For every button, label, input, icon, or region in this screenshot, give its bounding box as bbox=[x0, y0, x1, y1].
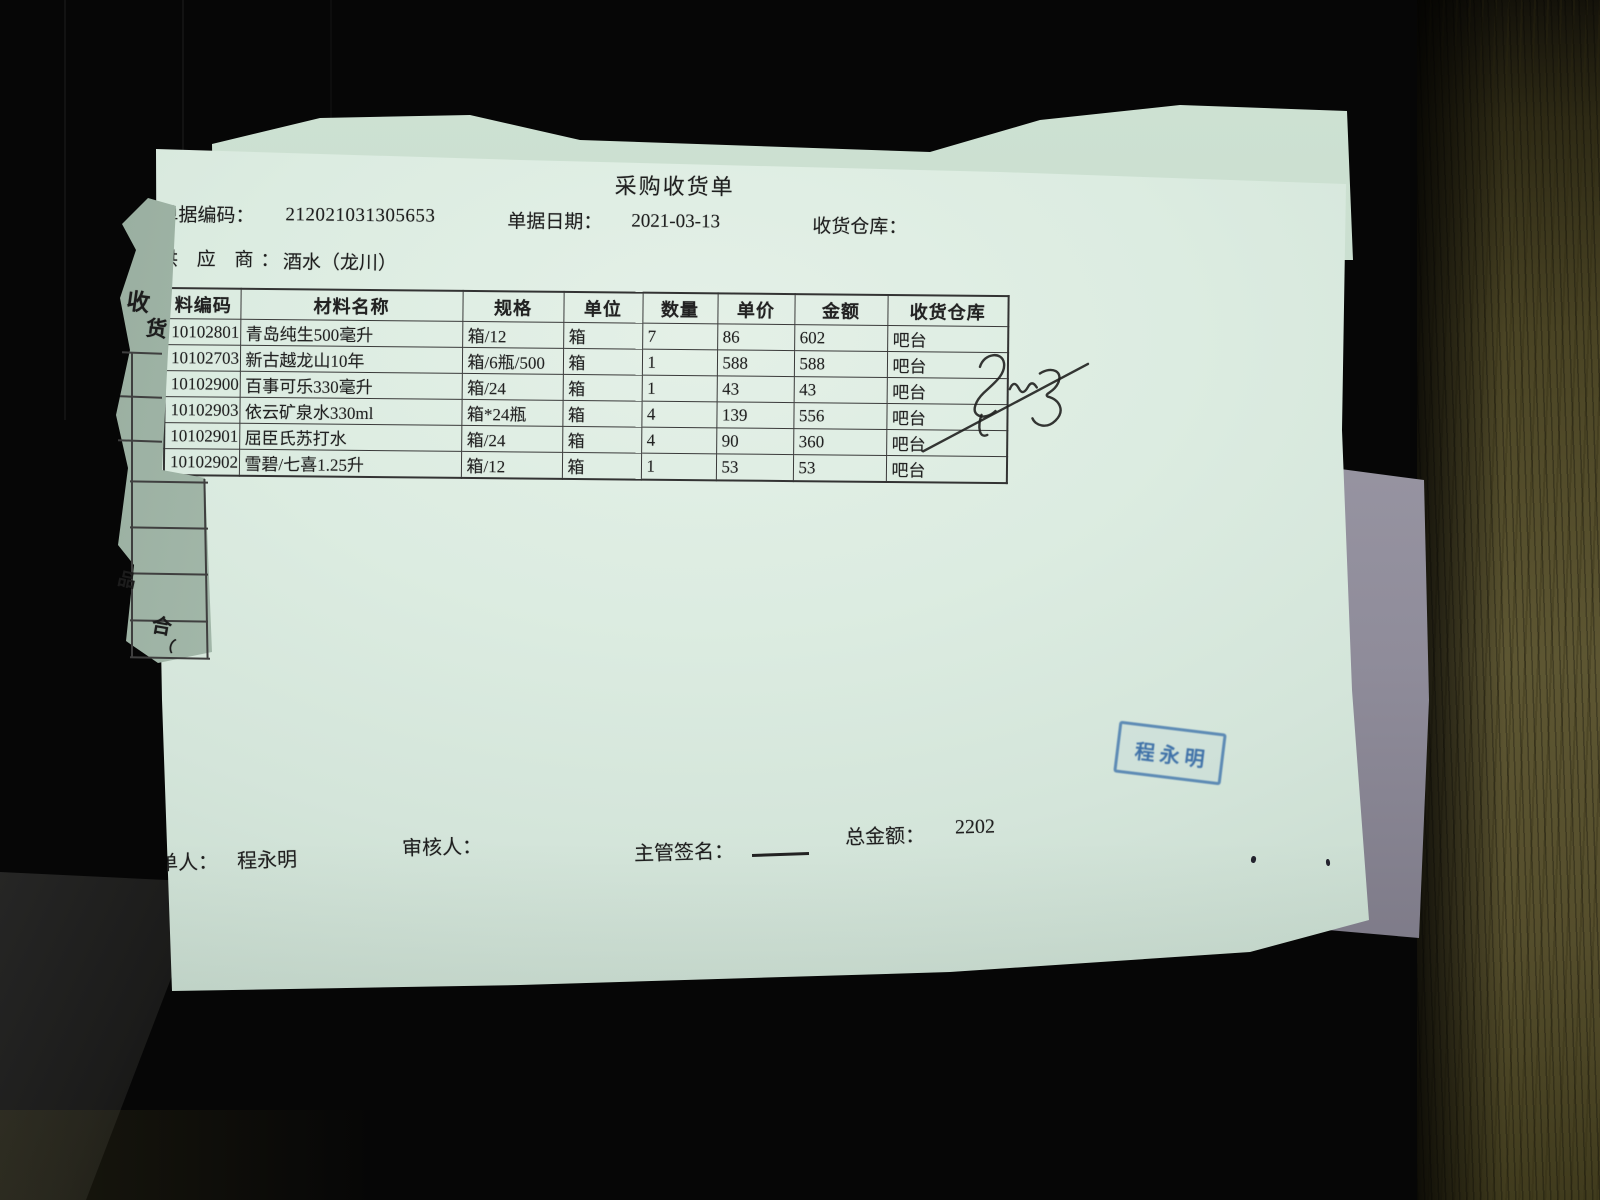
wood-panel bbox=[1417, 0, 1600, 1200]
column-header: 料编码 bbox=[165, 288, 241, 320]
table-cell: 4 bbox=[641, 401, 717, 428]
supplier-value: 酒水（龙川） bbox=[282, 252, 398, 275]
table-cell: 602 bbox=[794, 324, 888, 352]
table-cell: 360 bbox=[793, 428, 887, 456]
table-cell: 依云矿泉水330ml bbox=[239, 397, 462, 426]
table-cell: 86 bbox=[717, 323, 795, 351]
total-label: 总金额： bbox=[844, 824, 926, 850]
table-cell: 屈臣氏苏打水 bbox=[239, 423, 462, 452]
column-header: 材料名称 bbox=[240, 288, 463, 322]
handwritten-signature bbox=[921, 354, 1090, 453]
table-cell: 1 bbox=[641, 375, 717, 402]
maker-line: 单人： 程永明 bbox=[158, 843, 298, 876]
table-cell: 10102801 bbox=[165, 318, 241, 346]
supplier-label: 供 应 商： bbox=[158, 248, 287, 272]
table-cell: 新古越龙山10年 bbox=[239, 345, 463, 374]
table-cell: 箱 bbox=[561, 452, 642, 480]
table-cell: 雪碧/七喜1.25升 bbox=[238, 449, 462, 478]
column-header: 金额 bbox=[794, 294, 888, 326]
desk-glow bbox=[0, 1110, 470, 1200]
table-cell: 10102902 bbox=[163, 448, 240, 476]
table-cell: 53 bbox=[715, 453, 794, 482]
table-cell: 百事可乐330毫升 bbox=[239, 371, 462, 400]
maker-name: 程永明 bbox=[236, 849, 298, 873]
table-cell: 10102900 bbox=[164, 370, 240, 398]
table-cell: 10102903 bbox=[164, 396, 240, 424]
reviewer-label: 审核人： bbox=[401, 835, 483, 861]
stamp-name: 程永明 bbox=[1133, 740, 1211, 772]
table-cell: 43 bbox=[793, 376, 887, 404]
strip-gridline bbox=[131, 352, 133, 658]
table-cell: 4 bbox=[641, 427, 717, 454]
doc-date-value: 2021-03-13 bbox=[631, 210, 721, 233]
column-header: 单价 bbox=[717, 293, 795, 325]
table-cell: 箱/12 bbox=[460, 451, 563, 479]
table-cell: 90 bbox=[716, 427, 794, 455]
total-value: 2202 bbox=[954, 815, 996, 839]
table-cell: 箱 bbox=[562, 426, 642, 454]
manager-sign-label: 主管签名： bbox=[633, 840, 735, 866]
table-cell: 7 bbox=[642, 323, 718, 350]
column-header: 收货仓库 bbox=[887, 294, 1009, 327]
table-cell: 139 bbox=[716, 401, 794, 429]
table-cell: 箱/12 bbox=[462, 321, 564, 349]
table-cell: 10102901 bbox=[164, 422, 240, 450]
table-cell: 箱/24 bbox=[461, 425, 563, 453]
column-header: 数量 bbox=[642, 292, 718, 324]
table-cell: 箱 bbox=[562, 374, 642, 402]
table-cell: 箱 bbox=[563, 322, 643, 350]
table-cell: 箱/6瓶/500 bbox=[461, 347, 564, 375]
table-cell: 10102703 bbox=[164, 344, 241, 372]
table-cell: 588 bbox=[716, 349, 795, 377]
column-header: 规格 bbox=[462, 290, 564, 323]
table-cell: 588 bbox=[793, 350, 888, 378]
table-cell: 1 bbox=[640, 453, 717, 481]
table-cell: 53 bbox=[792, 454, 887, 482]
doc-date-label: 单据日期： bbox=[507, 211, 603, 234]
column-header: 单位 bbox=[563, 291, 643, 324]
table-cell: 箱 bbox=[562, 348, 643, 376]
maker-label: 单人： bbox=[157, 851, 219, 875]
items-table: 料编码 材料名称 规格 单位 数量 单价 金额 收货仓库 10102801 青岛纯生500毫升箱… bbox=[162, 287, 1010, 485]
document-title: 采购收货单 bbox=[614, 173, 735, 200]
table-cell: 青岛纯生500毫升 bbox=[240, 319, 463, 348]
table-cell: 箱*24瓶 bbox=[461, 399, 563, 427]
table-cell: 1 bbox=[641, 349, 718, 376]
paper-speck bbox=[1325, 858, 1331, 867]
background-streak bbox=[64, 0, 66, 420]
strip-char-huo: 货 bbox=[144, 315, 169, 343]
table-cell: 箱 bbox=[562, 400, 642, 428]
table-cell: 箱/24 bbox=[461, 373, 563, 401]
table-cell: 556 bbox=[793, 402, 887, 430]
warehouse-label: 收货仓库： bbox=[812, 216, 908, 239]
table-cell: 43 bbox=[716, 375, 794, 403]
doc-no-value: 212021031305653 bbox=[285, 204, 436, 227]
